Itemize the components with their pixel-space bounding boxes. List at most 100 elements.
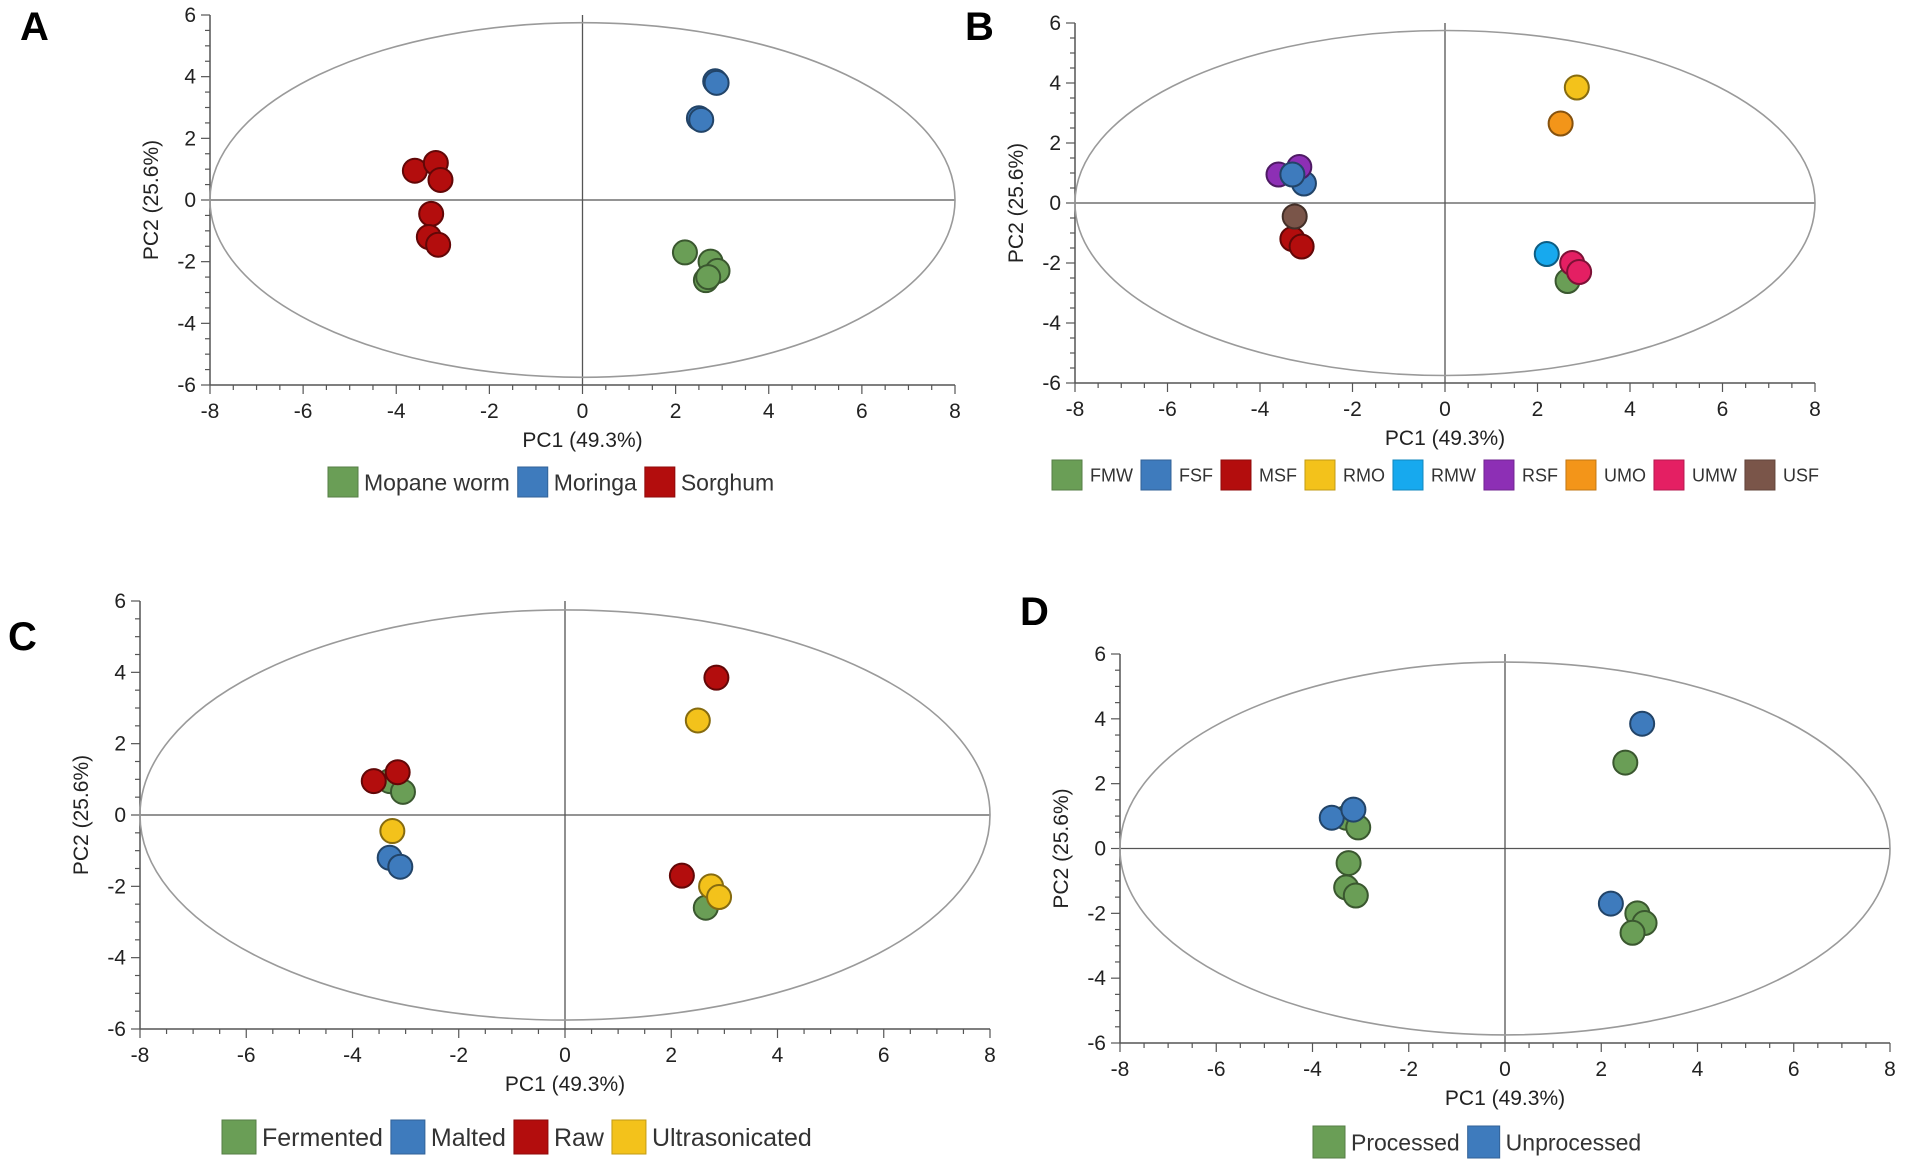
x-tick-label: 6 [878, 1044, 890, 1067]
legend: Mopane worm Moringa Sorghum [327, 466, 774, 498]
data-point-sorghum [418, 200, 445, 227]
x-tick-label: -6 [237, 1044, 256, 1067]
x-tick-label: -4 [1303, 1058, 1322, 1081]
x-axis-title: PC1 (49.3%) [1445, 1087, 1565, 1110]
data-point-rmo [1563, 74, 1590, 101]
data-point-unprocessed [1629, 710, 1656, 737]
y-tick-label: 2 [1094, 773, 1106, 796]
legend-label: UMW [1692, 465, 1737, 485]
legend-label: USF [1783, 465, 1819, 485]
x-axis-title: PC1 (49.3%) [1385, 427, 1505, 450]
y-tick-label: 6 [184, 4, 196, 27]
legend-swatch [327, 466, 359, 498]
data-point-umo [1547, 110, 1574, 137]
data-point-mopane-worm [695, 264, 722, 291]
y-tick-label: -2 [177, 251, 196, 274]
y-tick-label: -6 [1042, 372, 1061, 395]
data-point-malted [387, 853, 414, 880]
data-point-moringa [688, 106, 715, 133]
x-tick-label: 2 [670, 400, 682, 423]
legend-swatch [644, 466, 676, 498]
data-point-raw [360, 768, 387, 795]
x-tick-label: 2 [1595, 1058, 1607, 1081]
legend-swatch [1220, 459, 1252, 491]
legend-swatch [611, 1119, 647, 1155]
x-tick-label: 4 [772, 1044, 784, 1067]
y-tick-label: 4 [1049, 72, 1061, 95]
data-point-rmw [1533, 241, 1560, 267]
x-tick-label: 0 [559, 1044, 571, 1067]
data-point-msf [1288, 233, 1315, 260]
x-tick-label: -6 [1207, 1058, 1226, 1081]
x-tick-label: -2 [480, 400, 499, 423]
y-tick-label: 0 [1094, 838, 1106, 861]
y-axis-title: PC2 (25.6%) [1005, 143, 1028, 263]
data-point-processed [1619, 919, 1646, 946]
legend-label: Ultrasonicated [652, 1124, 812, 1152]
data-point-sorghum [427, 166, 454, 193]
legend-label: Malted [431, 1124, 506, 1152]
legend-label: RMO [1343, 465, 1385, 485]
data-point-processed [1342, 882, 1369, 909]
x-tick-label: -2 [1343, 398, 1362, 421]
legend: Fermented Malted Raw Ultrasonicated [221, 1119, 812, 1155]
legend-label: Raw [554, 1124, 605, 1152]
panel-letter: C [8, 615, 37, 659]
x-tick-label: 2 [665, 1044, 677, 1067]
x-tick-label: -2 [1399, 1058, 1418, 1081]
x-tick-label: 8 [949, 400, 961, 423]
legend-swatch [1483, 459, 1515, 491]
x-tick-label: 4 [763, 400, 775, 423]
x-tick-label: 0 [577, 400, 589, 423]
y-tick-label: 2 [114, 733, 126, 756]
legend-label: Mopane worm [364, 469, 510, 495]
legend-label: RMW [1431, 465, 1476, 485]
panel-letter: B [965, 5, 994, 49]
y-tick-label: -4 [1087, 967, 1106, 990]
x-tick-label: -8 [1066, 398, 1085, 421]
data-point-unprocessed [1340, 796, 1367, 823]
x-tick-label: -8 [1111, 1058, 1130, 1081]
legend-label: RSF [1522, 465, 1558, 485]
x-tick-label: 4 [1624, 398, 1636, 421]
y-tick-label: 0 [114, 804, 126, 827]
confidence-ellipse [1074, 29, 1816, 377]
y-tick-label: 4 [114, 661, 126, 684]
y-tick-label: -6 [177, 374, 196, 397]
x-tick-label: 0 [1499, 1058, 1511, 1081]
x-tick-label: -4 [343, 1044, 362, 1067]
x-axis-title: PC1 (49.3%) [522, 429, 642, 452]
x-tick-label: 8 [984, 1044, 996, 1067]
data-point-raw [703, 664, 730, 691]
legend-label: Sorghum [681, 469, 774, 495]
legend-label: UMO [1604, 465, 1646, 485]
y-tick-label: 6 [1094, 643, 1106, 666]
y-tick-label: 6 [1049, 12, 1061, 35]
confidence-ellipse [139, 609, 991, 1021]
y-axis-title: PC2 (25.6%) [140, 140, 163, 260]
y-tick-label: -4 [1042, 312, 1061, 335]
legend-label: FSF [1179, 465, 1213, 485]
data-point-unprocessed [1597, 890, 1624, 917]
data-point-ultrasonicated [706, 884, 733, 911]
y-tick-label: 2 [1049, 132, 1061, 155]
y-tick-label: -4 [177, 312, 196, 335]
data-point-ultrasonicated [379, 818, 406, 845]
legend-swatch [390, 1119, 426, 1155]
legend-swatch [1392, 459, 1424, 491]
y-tick-label: 0 [1049, 192, 1061, 215]
y-axis-title: PC2 (25.6%) [70, 755, 93, 875]
y-tick-label: 4 [1094, 708, 1106, 731]
y-tick-label: 0 [184, 189, 196, 212]
legend-swatch [1467, 1125, 1501, 1159]
x-axis-title: PC1 (49.3%) [505, 1073, 625, 1096]
data-point-processed [1335, 850, 1362, 877]
y-tick-label: 4 [184, 66, 196, 89]
x-tick-label: -6 [294, 400, 313, 423]
data-point-processed [1612, 749, 1639, 776]
legend-swatch [1565, 459, 1597, 491]
legend-swatch [517, 466, 549, 498]
